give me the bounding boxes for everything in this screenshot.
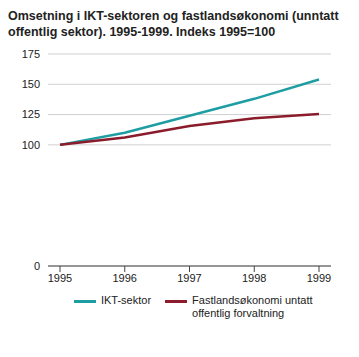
svg-text:1996: 1996: [113, 272, 137, 284]
html-text:Fastlandsøkonomi untatt offent: Fastlandsøkonomi untatt offentlig forval…: [192, 294, 313, 319]
html-text:IKT-sektor: IKT-sektor: [100, 294, 152, 306]
svg-text:1999: 1999: [307, 272, 331, 284]
html-text:Omsetning i IKT-sektoren og fa: Omsetning i IKT-sektoren og fastlandsøko…: [8, 9, 339, 39]
svg-text:0: 0: [34, 260, 40, 272]
svg-text:125: 125: [22, 108, 40, 120]
svg-text:150: 150: [22, 78, 40, 90]
svg-text:1998: 1998: [242, 272, 266, 284]
svg-text:1995: 1995: [48, 272, 72, 284]
svg-text:175: 175: [22, 48, 40, 60]
svg-text:100: 100: [22, 139, 40, 151]
svg-text:1997: 1997: [177, 272, 201, 284]
